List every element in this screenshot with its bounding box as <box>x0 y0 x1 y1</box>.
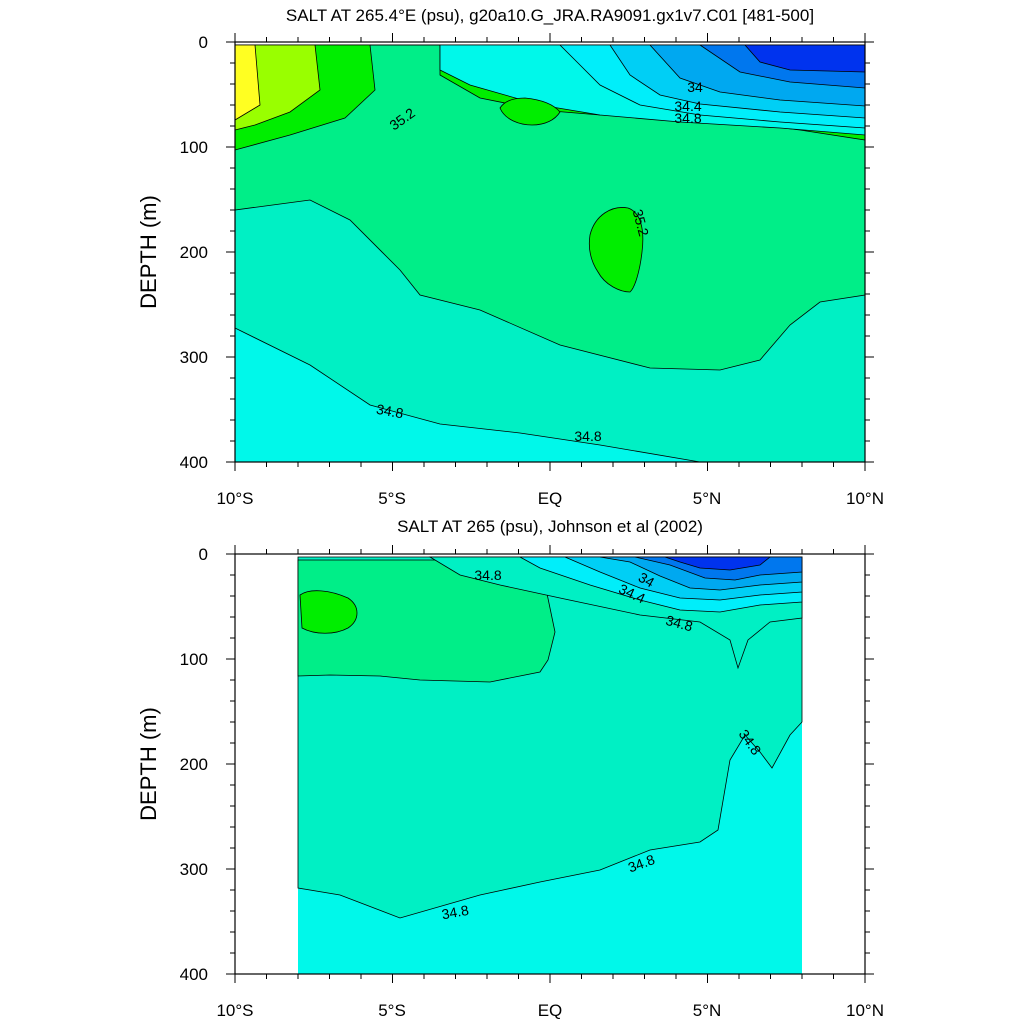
y-tick-label: 100 <box>180 650 208 669</box>
x-tick-label: 10°N <box>846 1001 884 1020</box>
y-tick-label: 400 <box>180 965 208 984</box>
contour-label: 34.8 <box>674 110 701 126</box>
x-tick-label: EQ <box>538 1001 563 1020</box>
fill-33-6-north <box>744 44 866 73</box>
x-tick-label: 10°N <box>846 489 884 508</box>
panel-model-contours <box>234 44 866 463</box>
contour-label: 34.8 <box>375 401 405 422</box>
y-axis-label: DEPTH (m) <box>136 707 161 821</box>
panel-observations-title: SALT AT 265 (psu), Johnson et al (2002) <box>397 517 703 536</box>
x-tick-label: 5°N <box>693 489 722 508</box>
x-tick-label: 5°N <box>693 1001 722 1020</box>
fill-35-2 <box>297 559 556 683</box>
y-tick-label: 300 <box>180 860 208 879</box>
panel-model-tick-marks <box>226 33 874 471</box>
contour-label: 34.8 <box>574 428 601 444</box>
contour-label: 34.8 <box>440 902 470 923</box>
contour-label: 34.4 <box>674 98 701 114</box>
panel-observations-tick-marks <box>226 545 874 983</box>
panel-observations: SALT AT 265 (psu), Johnson et al (2002) … <box>136 517 884 1020</box>
contour-label: 34 <box>687 79 703 95</box>
y-tick-label: 200 <box>180 755 208 774</box>
y-tick-label: 300 <box>180 348 208 367</box>
x-tick-label: 10°S <box>216 1001 253 1020</box>
fill-lens-equator <box>499 97 561 126</box>
contour-label: 34 <box>636 569 658 591</box>
y-tick-label: 100 <box>180 138 208 157</box>
y-tick-label: 200 <box>180 243 208 262</box>
x-tick-label: 5°S <box>378 489 406 508</box>
fill-33-6-north <box>664 556 772 571</box>
x-tick-label: 5°S <box>378 1001 406 1020</box>
fill-lens-deep <box>588 207 644 293</box>
y-tick-label: 0 <box>199 545 208 564</box>
x-tick-label: EQ <box>538 489 563 508</box>
y-tick-label: 400 <box>180 453 208 472</box>
y-tick-label: 0 <box>199 33 208 52</box>
y-axis-label: DEPTH (m) <box>136 195 161 309</box>
fill-35-4 <box>299 590 358 634</box>
contour-label: 34.8 <box>664 612 695 635</box>
fill-35-2 <box>234 44 866 371</box>
panel-model-title: SALT AT 265.4°E (psu), g20a10.G_JRA.RA90… <box>286 6 814 25</box>
x-tick-label: 10°S <box>216 489 253 508</box>
panel-observations-contours <box>297 556 803 974</box>
contour-label: 35.2 <box>630 207 653 238</box>
panel-model: SALT AT 265.4°E (psu), g20a10.G_JRA.RA90… <box>136 6 884 508</box>
contour-label: 34.8 <box>474 567 501 583</box>
